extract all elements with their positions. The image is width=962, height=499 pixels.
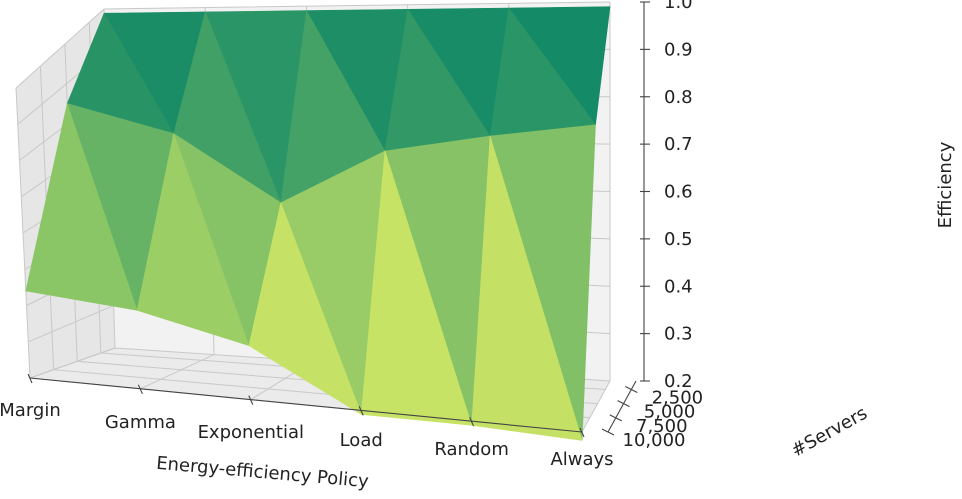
y-tick-label: 2,500 — [652, 388, 704, 409]
x-tick — [27, 373, 33, 384]
surface-facet — [136, 133, 250, 346]
y-tick — [609, 414, 623, 422]
x-axis-line — [29, 377, 583, 433]
x-tick — [358, 406, 364, 416]
x-tick — [469, 416, 475, 427]
tick-labels: Margin Gamma Exponential Load Random Always 2,… — [0, 0, 703, 470]
surface-faces — [25, 6, 611, 441]
x-tick-label: Gamma — [105, 412, 176, 433]
z-tick-label: 0.4 — [664, 276, 693, 297]
y-tick — [617, 400, 630, 408]
surface-facet — [25, 103, 138, 311]
z-tick-label: 0.2 — [664, 371, 693, 392]
y-tick-label: 7,500 — [636, 416, 688, 437]
z-axis-title: Efficiency — [935, 141, 956, 228]
grid-line-x — [581, 2, 611, 433]
z-tick-label: 0.3 — [664, 324, 693, 345]
z-tick-label: 0.8 — [664, 87, 693, 108]
x-tick-label: Random — [434, 439, 509, 460]
x-tick-label: Always — [550, 449, 613, 470]
z-tick-label: 1.0 — [664, 0, 693, 13]
x-tick — [248, 395, 254, 405]
x-tick-label: Margin — [0, 400, 61, 421]
y-axis-line — [607, 380, 637, 433]
x-tick-label: Load — [340, 430, 383, 451]
z-tick-label: 0.6 — [664, 182, 693, 203]
x-tick — [137, 384, 143, 395]
x-tick — [579, 427, 585, 438]
z-tick-label: 0.7 — [664, 134, 693, 155]
surface-facet — [248, 202, 362, 415]
surface-facet — [471, 135, 583, 441]
y-tick-label: 10,000 — [623, 430, 686, 451]
tick-marks — [27, 1, 650, 438]
y-tick — [625, 386, 638, 393]
z-tick-label: 0.5 — [664, 229, 693, 250]
y-axis-title: #Servers — [788, 403, 871, 462]
y-tick — [601, 428, 615, 436]
z-tick-label: 0.9 — [664, 39, 693, 60]
y-tick-label: 5,000 — [644, 402, 696, 423]
x-axis-title: Energy-efficiency Policy — [155, 453, 369, 493]
surface-facet — [360, 150, 473, 426]
x-tick-label: Exponential — [198, 422, 304, 443]
